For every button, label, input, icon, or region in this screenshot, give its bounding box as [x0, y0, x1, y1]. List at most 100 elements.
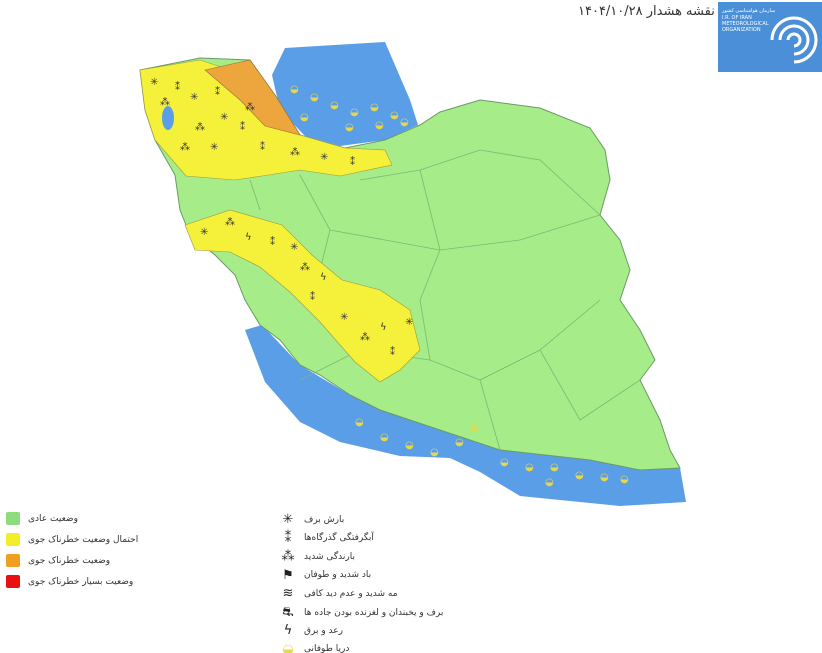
flooding-icon: ⁑ — [390, 345, 395, 358]
stormy-sea-icon: ◒ — [355, 417, 364, 428]
stormy-sea-icon: ◒ — [350, 107, 359, 118]
snowflake-icon: ✳ — [290, 242, 298, 253]
heavy-rain-icon: ⁂ — [225, 216, 235, 228]
status-label: وضعیت عادی — [28, 513, 78, 524]
flooding-icon: ⁑ — [215, 85, 220, 98]
status-label: وضعیت بسیار خطرناک جوی — [28, 576, 134, 587]
stormy-sea-icon: ◒ — [290, 84, 299, 95]
hazard-legend-item: ⚑ باد شدید و طوفان — [280, 568, 371, 583]
heavy-rain-icon: ⁂ — [290, 146, 300, 158]
flooding-icon: ⁑ — [284, 530, 292, 546]
lightning-icon: ϟ — [380, 322, 387, 333]
hazard-label: باد شدید و طوفان — [304, 570, 372, 580]
snowflake-icon: ✳ — [200, 227, 208, 238]
meteorological-organization-logo: سازمان هواشناسی کشور I.R. OF IRAN METEOR… — [718, 2, 822, 72]
snowflake-icon: ✳ — [210, 142, 218, 153]
flooding-icon: ⁑ — [310, 290, 315, 303]
status-swatch — [6, 512, 20, 525]
stormy-sea-icon: ◒ — [500, 457, 509, 468]
hazard-label: بارندگی شدید — [304, 551, 355, 562]
flooding-icon: ⁑ — [175, 80, 180, 93]
stormy-sea-icon: ◒ — [545, 477, 554, 488]
flooding-icon: ⁑ — [260, 140, 265, 153]
province-borders — [249, 149, 641, 451]
flooding-icon: ⁑ — [270, 235, 275, 248]
logo-text-2: METEOROLOGICAL — [722, 21, 769, 27]
status-swatch — [6, 533, 20, 546]
stormy-sea-icon: ◒ — [330, 100, 339, 111]
snowflake-icon: ✳ — [405, 317, 413, 328]
stormy-sea-icon: ◒ — [600, 472, 609, 483]
lightning-icon: ϟ — [245, 232, 252, 243]
hazard-label: مه شدید و عدم دید کافی — [304, 588, 398, 599]
hazard-legend-item: ≋ مه شدید و عدم دید کافی — [280, 586, 398, 601]
hazard-label: رعد و برق — [304, 625, 343, 636]
stormy-sea-icon: ◒ — [370, 102, 379, 113]
stormy-sea-icon: ◒ — [390, 110, 399, 121]
hazard-icons-layer: ✳ ⁑⁂ ✳ ⁑⁂✳⁑⁂ ✳ ⁑ ⁂ ✳ ⁑⁂✳⁂ϟ ⁑ ✳⁂ϟ⁑✳⁂ϟ⁑✳◒◒◒◒ ◒◒◒◒ ◒ ◒◒◒… — [150, 77, 629, 488]
stormy-sea-icon: ◒ — [405, 440, 414, 451]
stormy-sea-icon: ◒ — [310, 92, 319, 103]
heavy-rain-icon: ⁂ — [245, 101, 255, 113]
stormy-sea-icon: ◒ — [375, 120, 384, 131]
status-swatch — [6, 554, 20, 567]
snowflake-icon: ✳ — [340, 312, 348, 323]
region-yellow-zagros — [184, 209, 421, 383]
region-orange-north — [204, 59, 301, 136]
hazard-legend-item: ◒ دریا طوفانی — [280, 642, 349, 653]
hazard-legend-item: ⛐ برف و یخبندان و لغزنده بودن جاده ها — [280, 605, 443, 622]
flooding-icon: ⁑ — [240, 120, 245, 133]
stormy-sea-icon: ◒ — [345, 122, 354, 133]
fog-icon: ≋ — [282, 586, 294, 601]
caspian-sea — [272, 42, 418, 146]
hazard-label: بارش برف — [304, 514, 345, 525]
status-legend-item: وضعیت بسیار خطرناک جوی — [6, 575, 133, 588]
stormy-sea-icon: ◒ — [550, 462, 559, 473]
snowflake-icon: ✳ — [320, 152, 328, 163]
stormy-sea-icon: ◒ — [575, 470, 584, 481]
icy-road-icon: ⛐ — [282, 604, 294, 620]
status-swatch — [6, 575, 20, 588]
hazard-legend-item: ⁑ آبگرفتگی گذرگاه‌ها — [280, 531, 374, 546]
hazard-label: دریا طوفانی — [304, 644, 350, 653]
stormy-sea-icon: ◒ — [470, 422, 479, 433]
heavy-rain-icon: ⁂ — [281, 549, 295, 564]
status-label: احتمال وضعیت خطرناک جوی — [28, 534, 139, 545]
logo-text-3: ORGANIZATION — [722, 27, 761, 33]
stormy-sea-icon: ◒ — [455, 437, 464, 448]
stormy-sea-icon: ◒ — [430, 447, 439, 458]
snowflake-icon: ✳ — [282, 512, 294, 527]
stormy-sea-icon: ◒ — [380, 432, 389, 443]
logo-text-1: I.R. OF IRAN — [722, 15, 752, 21]
heavy-rain-icon: ⁂ — [360, 331, 370, 343]
status-legend-item: احتمال وضعیت خطرناک جوی — [6, 533, 138, 546]
logo-spiral-icon — [770, 16, 818, 64]
snowflake-icon: ✳ — [190, 92, 198, 103]
persian-gulf — [245, 325, 686, 506]
stormy-sea-icon: ◒ — [282, 641, 294, 653]
hazard-legend-item: ✳ بارش برف — [280, 512, 345, 527]
stormy-sea-icon: ◒ — [620, 474, 629, 485]
lightning-icon: ϟ — [283, 623, 293, 638]
flooding-icon: ⁑ — [350, 155, 355, 168]
logo-text-fa: سازمان هواشناسی کشور — [722, 8, 776, 14]
heavy-rain-icon: ⁂ — [195, 121, 205, 133]
lake-urmia — [162, 106, 174, 130]
stormy-sea-icon: ◒ — [400, 117, 409, 128]
heavy-rain-icon: ⁂ — [300, 261, 310, 273]
hazard-label: برف و یخبندان و لغزنده بودن جاده ها — [304, 608, 444, 618]
stormy-sea-icon: ◒ — [300, 112, 309, 123]
snowflake-icon: ✳ — [220, 112, 228, 123]
hazard-legend-item: ϟ رعد و برق — [280, 623, 343, 638]
stormy-sea-icon: ◒ — [525, 462, 534, 473]
map-title: نقشه هشدار ۱۴۰۴/۱۰/۲۸ — [578, 4, 715, 19]
heavy-rain-icon: ⁂ — [180, 141, 190, 153]
wind-icon: ⚑ — [282, 567, 294, 583]
lightning-icon: ϟ — [320, 272, 327, 283]
status-legend-item: وضعیت عادی — [6, 512, 78, 525]
hazard-legend-item: ⁂ بارندگی شدید — [280, 549, 355, 564]
heavy-rain-icon: ⁂ — [160, 96, 170, 108]
hazard-label: آبگرفتگی گذرگاه‌ها — [304, 533, 374, 543]
